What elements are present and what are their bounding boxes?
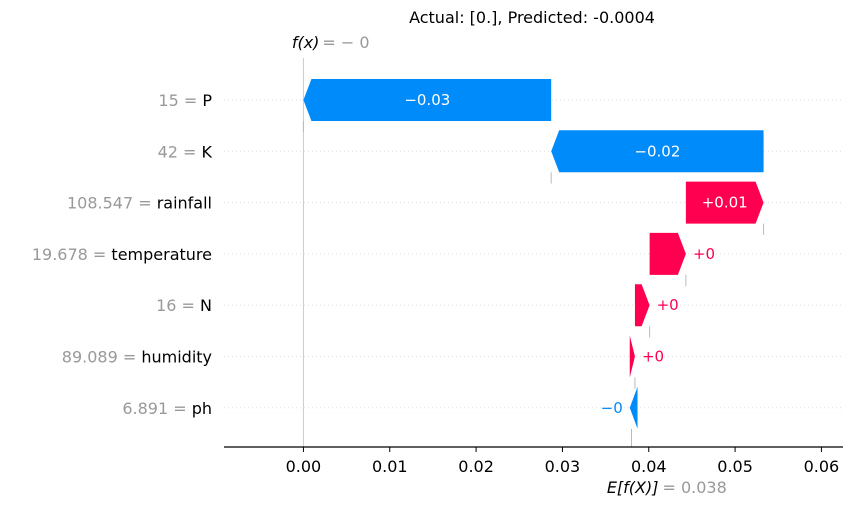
x-tick-label: 0.04 (631, 457, 667, 476)
x-tick-label: 0.02 (458, 457, 494, 476)
feature-name: humidity (141, 348, 212, 367)
chart-title: Actual: [0.], Predicted: -0.0004 (409, 8, 655, 27)
x-tick-label: 0.00 (286, 457, 322, 476)
feature-name: P (202, 91, 212, 110)
x-tick-label: 0.05 (717, 457, 753, 476)
feature-value: 6.891 = (122, 399, 191, 418)
bar-value-label: −0 (601, 399, 623, 417)
feature-label: 42 = K (158, 142, 213, 161)
bar-value-label: +0.01 (702, 194, 748, 212)
x-tick-label: 0.03 (545, 457, 581, 476)
bar-value-label: −0.02 (634, 142, 680, 160)
contribution-bar (551, 130, 764, 173)
x-tick-label: 0.01 (372, 457, 408, 476)
feature-name: rainfall (157, 194, 212, 213)
feature-name: temperature (111, 245, 212, 264)
feature-value: 108.547 = (67, 194, 157, 213)
feature-label: 16 = N (156, 296, 212, 315)
efx-label: E[f(X)] (607, 478, 659, 497)
feature-label: 6.891 = ph (122, 399, 212, 418)
bar-value-label: +0 (693, 245, 715, 263)
feature-labels: 15 = P 42 = K 108.547 = rainfall 19.678 = t… (32, 91, 213, 418)
feature-name: K (202, 142, 213, 161)
efx-annotation: E[f(X)] = 0.038 (607, 478, 727, 497)
feature-label: 15 = P (158, 91, 212, 110)
feature-value: 19.678 = (32, 245, 112, 264)
contribution-bar (629, 335, 635, 378)
bar-value-label: +0 (657, 296, 679, 314)
contribution-bar (629, 386, 638, 429)
feature-label: 89.089 = humidity (62, 348, 212, 367)
feature-value: 42 = (158, 142, 202, 161)
fx-value: = − 0 (322, 33, 369, 52)
bar-value-label: −0.03 (404, 91, 450, 109)
feature-name: ph (192, 399, 212, 418)
contribution-bar (685, 181, 764, 224)
x-axis: 0.00 0.01 0.02 0.03 0.04 0.05 0.06 (224, 446, 843, 476)
feature-label: 19.678 = temperature (32, 245, 212, 264)
efx-value: = 0.038 (662, 478, 726, 497)
bar-value-label: +0 (642, 348, 664, 366)
contribution-bar (303, 79, 552, 121)
feature-value: 15 = (158, 91, 202, 110)
feature-value: 16 = (156, 296, 200, 315)
feature-name: N (200, 296, 212, 315)
feature-value: 89.089 = (62, 348, 142, 367)
contribution-bar (649, 232, 686, 275)
fx-label: f(x) (292, 33, 320, 52)
x-tick-label: 0.06 (804, 457, 840, 476)
contribution-bar (634, 284, 650, 327)
bars-layer: −0.03 −0.02 +0.01 +0 +0 +0 −0 (302, 79, 765, 429)
fx-annotation: f(x) = − 0 (292, 33, 370, 52)
feature-label: 108.547 = rainfall (67, 194, 212, 213)
